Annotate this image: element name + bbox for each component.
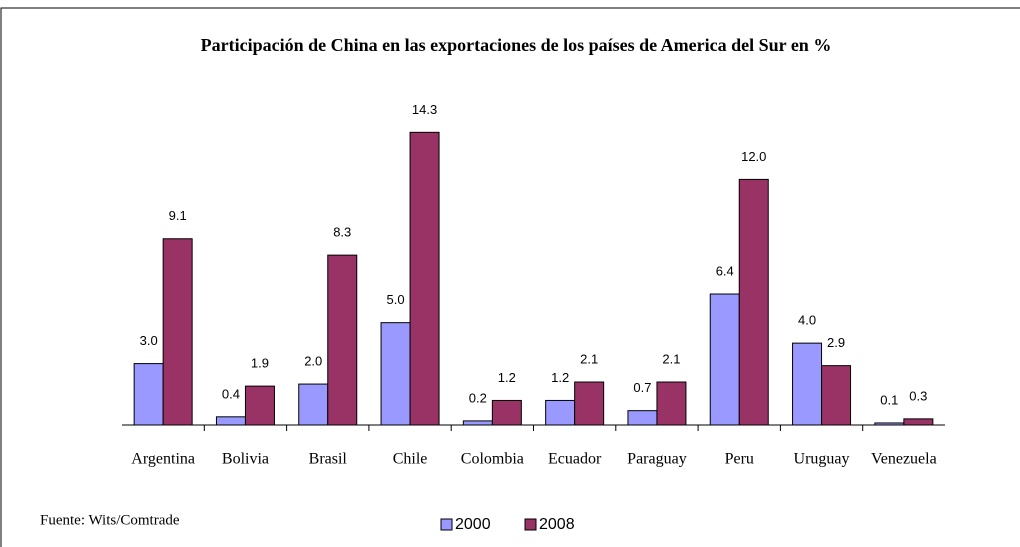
- data-label: 0.2: [469, 390, 487, 405]
- bar: [409, 131, 440, 426]
- data-label: 3.0: [140, 333, 158, 348]
- x-tick-label: Chile: [393, 451, 428, 468]
- x-tick-label: Ecuador: [548, 451, 602, 468]
- chart-title: Participación de China en las exportacio…: [201, 35, 832, 55]
- bar: [656, 381, 687, 426]
- data-label: 0.7: [633, 380, 651, 395]
- bar: [792, 342, 823, 426]
- bar: [215, 416, 246, 426]
- data-label: 6.4: [716, 263, 734, 278]
- bar: [903, 418, 934, 426]
- data-label: 9.1: [169, 208, 187, 223]
- x-tick-label: Brasil: [309, 451, 348, 468]
- bar: [298, 383, 329, 426]
- bar: [491, 399, 522, 426]
- data-label: 5.0: [387, 292, 405, 307]
- data-label: 12.0: [741, 149, 766, 164]
- data-label: 0.3: [909, 388, 927, 403]
- data-label: 1.9: [251, 356, 269, 371]
- data-label: 2.1: [662, 351, 680, 366]
- bar: [709, 293, 740, 426]
- data-label: 4.0: [798, 313, 816, 328]
- data-label: 8.3: [333, 225, 351, 240]
- x-tick-label: Bolivia: [222, 451, 269, 468]
- bar: [133, 363, 164, 426]
- chart-frame: [0, 7, 1020, 547]
- data-label: 2.1: [580, 351, 598, 366]
- legend-label: 2000: [455, 516, 491, 533]
- data-label: 1.2: [498, 370, 516, 385]
- bar: [821, 365, 852, 426]
- data-label: 0.1: [880, 392, 898, 407]
- x-tick-label: Paraguay: [627, 451, 687, 468]
- bar: [380, 322, 411, 426]
- legend-swatch: [440, 518, 453, 531]
- source-note: Fuente: Wits/Comtrade: [40, 512, 180, 528]
- x-tick-label: Uruguay: [794, 451, 850, 468]
- bar: [162, 238, 193, 426]
- x-tick-label: Peru: [725, 451, 754, 468]
- bar: [327, 254, 358, 426]
- bar: [545, 399, 576, 426]
- bar: [244, 385, 275, 426]
- data-label: 14.3: [412, 102, 437, 117]
- bar: [574, 381, 605, 426]
- data-label: 1.2: [551, 370, 569, 385]
- legend-swatch: [524, 518, 537, 531]
- bar: [462, 420, 493, 426]
- x-tick-label: Colombia: [461, 451, 524, 468]
- bar: [738, 178, 769, 426]
- legend-label: 2008: [539, 516, 575, 533]
- x-tick-label: Argentina: [131, 451, 195, 468]
- data-label: 2.0: [304, 354, 322, 369]
- bar: [627, 410, 658, 426]
- data-label: 2.9: [827, 335, 845, 350]
- x-tick-label: Venezuela: [871, 451, 937, 468]
- data-label: 0.4: [222, 386, 240, 401]
